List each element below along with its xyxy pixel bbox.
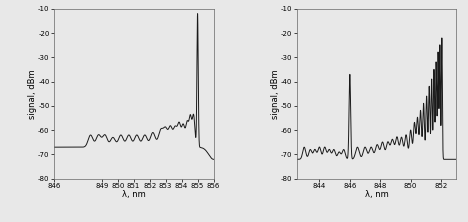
X-axis label: λ, nm: λ, nm	[365, 190, 388, 199]
Y-axis label: signal, dBm: signal, dBm	[28, 69, 37, 119]
X-axis label: λ, nm: λ, nm	[122, 190, 146, 199]
Y-axis label: signal, dBm: signal, dBm	[271, 69, 279, 119]
